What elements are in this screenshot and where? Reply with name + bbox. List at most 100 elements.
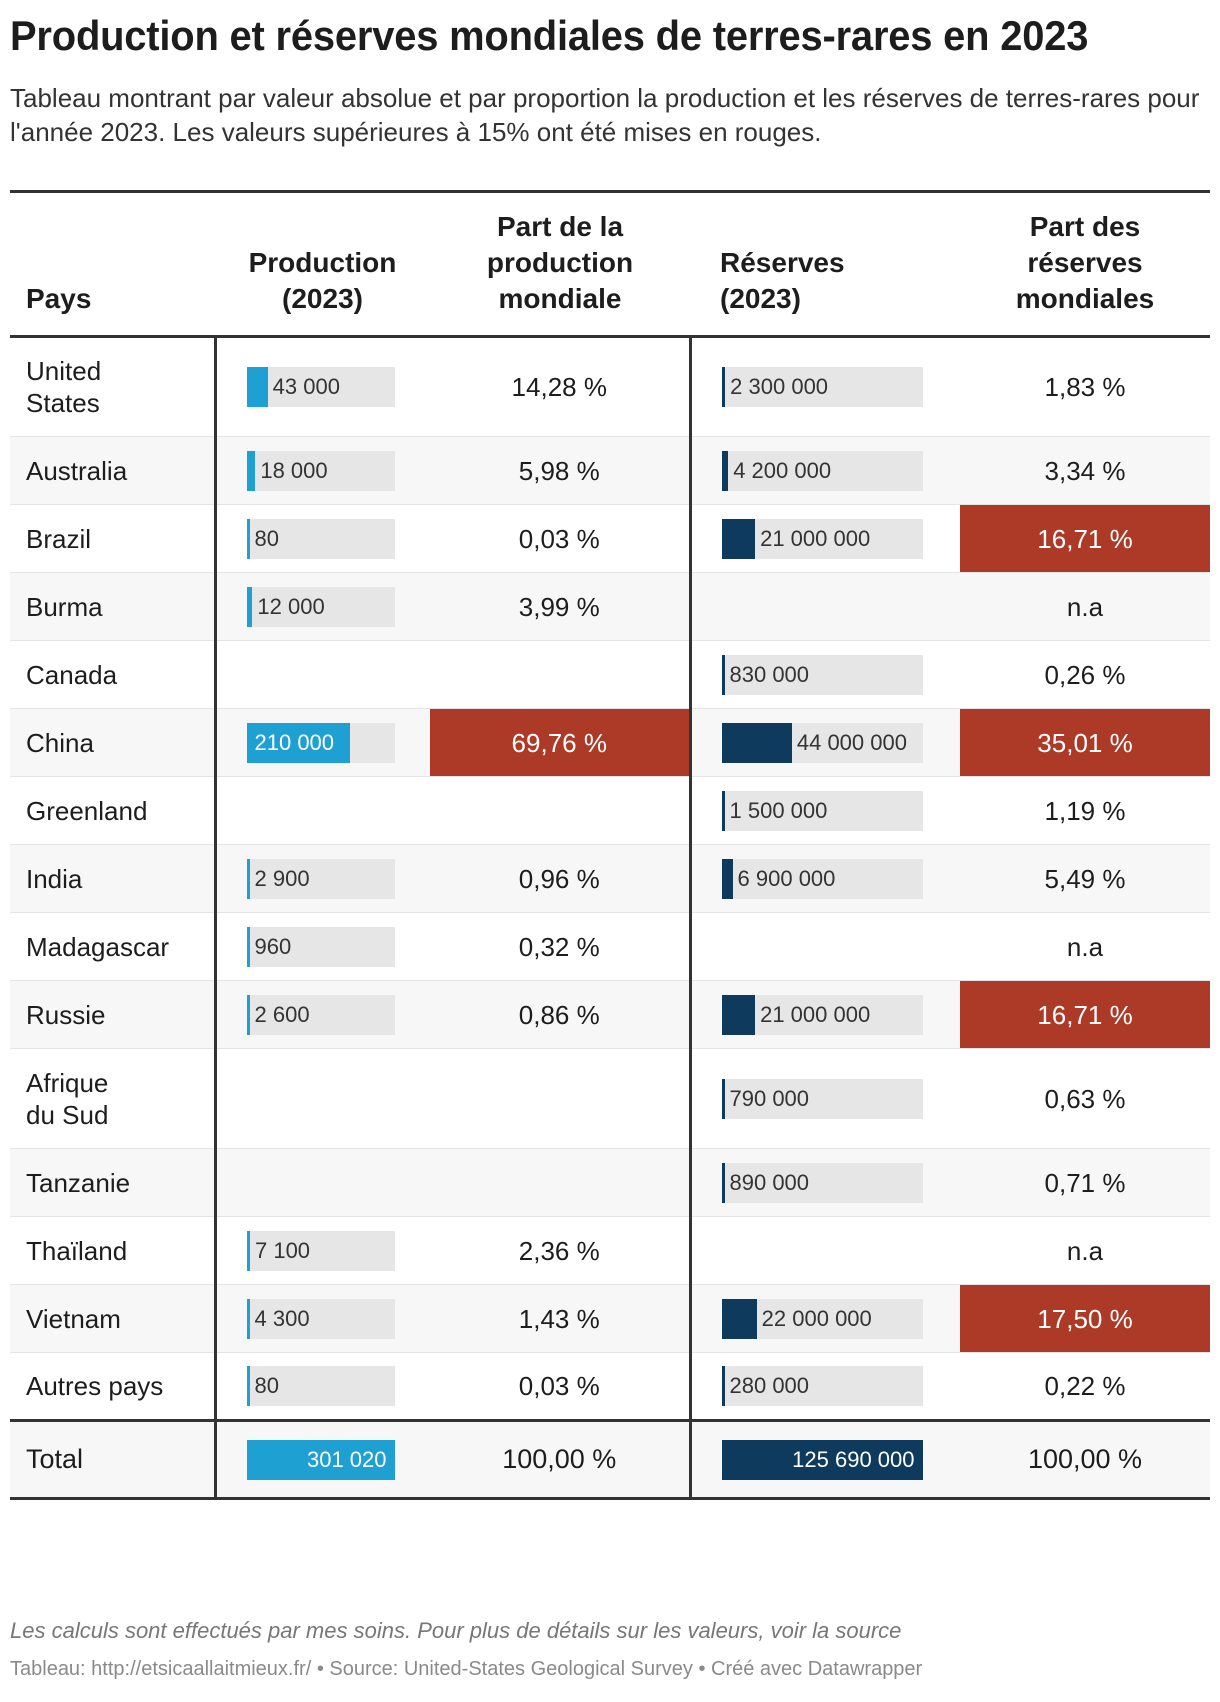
table-row: Tanzanie 890 000 0,71 %	[10, 1148, 1210, 1217]
production-value-label: 960	[254, 933, 292, 959]
production-value-label: 80	[254, 525, 279, 551]
production-cell	[213, 776, 430, 845]
reserves-bar-fill	[721, 722, 792, 763]
country-cell: United States	[10, 336, 215, 437]
country-cell: Total	[10, 1419, 215, 1500]
reserves-share-cell: 0,63 %	[960, 1048, 1210, 1149]
reserves-share-cell: 5,49 %	[960, 844, 1210, 913]
reserves-bar: 2 300 000	[721, 367, 923, 407]
table-row: Brazil 80 0,03 % 21 000 000 16,71 %	[10, 504, 1210, 573]
production-bar: 301 020	[246, 1439, 395, 1480]
reserves-share-cell: n.a	[960, 912, 1210, 981]
column-header-reserves[interactable]: Réserves (2023)	[690, 190, 960, 338]
reserves-bar: 6 900 000	[721, 858, 923, 899]
production-share-cell: 0,32 %	[430, 912, 690, 981]
production-bar-fill	[246, 367, 268, 407]
production-value-label: 12 000	[257, 593, 325, 619]
reserves-bar-fill	[721, 1366, 725, 1406]
reserves-share-cell: 1,83 %	[960, 336, 1210, 437]
country-cell: Canada	[10, 640, 215, 709]
production-value-label: 43 000	[272, 374, 340, 399]
rare-earths-table: Pays Production (2023) Part de la producti…	[10, 190, 1210, 1500]
reserves-share-cell: 0,26 %	[960, 640, 1210, 709]
country-cell: Australia	[10, 436, 215, 505]
reserves-bar: 21 000 000	[721, 518, 923, 559]
reserves-value-label: 790 000	[729, 1085, 810, 1111]
production-share-cell: 0,86 %	[430, 980, 690, 1049]
country-cell: Thaïland	[10, 1216, 215, 1285]
table-row: United States 43 000 14,28 % 2 300 000 1,83 …	[10, 336, 1210, 437]
production-bar: 80	[246, 1366, 395, 1406]
production-value-label: 210 000	[254, 729, 335, 755]
production-cell: 301 020	[213, 1419, 430, 1500]
reserves-cell: 790 000	[688, 1048, 960, 1149]
production-bar: 4 300	[246, 1298, 395, 1339]
production-bar: 2 900	[246, 858, 395, 899]
column-header-reserves-share[interactable]: Part des réserves mondiales	[960, 190, 1210, 338]
country-cell: China	[10, 708, 215, 777]
production-bar: 18 000	[246, 450, 395, 491]
column-header-pays[interactable]: Pays	[10, 190, 215, 338]
reserves-bar-fill	[721, 790, 725, 831]
production-bar-fill	[246, 722, 350, 763]
production-share-cell: 14,28 %	[430, 336, 690, 437]
table-row: Burma 12 000 3,99 % n.a	[10, 572, 1210, 641]
reserves-bar-fill	[721, 858, 733, 899]
reserves-bar-fill	[721, 1162, 725, 1203]
reserves-cell	[688, 572, 960, 641]
reserves-cell	[688, 912, 960, 981]
table-row: Madagascar 960 0,32 % n.a	[10, 912, 1210, 981]
production-bar-fill	[246, 450, 256, 491]
reserves-bar: 1 500 000	[721, 790, 923, 831]
production-cell: 960	[213, 912, 430, 981]
reserves-cell: 890 000	[688, 1148, 960, 1217]
table-row: Australia 18 000 5,98 % 4 200 000 3,34 %	[10, 436, 1210, 505]
footnote: Les calculs sont effectués par mes soins…	[10, 1618, 902, 1643]
production-value-label: 4 300	[254, 1305, 310, 1331]
reserves-share-cell: 35,01 %	[960, 708, 1210, 777]
reserves-bar-fill	[721, 367, 726, 407]
reserves-value-label: 830 000	[729, 661, 810, 687]
production-cell: 2 600	[213, 980, 430, 1049]
production-value-label: 301 020	[306, 1446, 387, 1472]
production-cell: 18 000	[213, 436, 430, 505]
reserves-cell: 21 000 000	[688, 504, 960, 573]
production-share-cell: 5,98 %	[430, 436, 690, 505]
production-share-cell: 100,00 %	[430, 1419, 690, 1500]
production-bar: 960	[246, 926, 395, 967]
chart-subtitle: Tableau montrant par valeur absolue et p…	[10, 83, 1200, 147]
country-cell: Burma	[10, 572, 215, 641]
reserves-bar-fill	[721, 1298, 757, 1339]
country-cell: Afrique du Sud	[10, 1048, 215, 1149]
reserves-cell: 22 000 000	[688, 1284, 960, 1353]
production-value-label: 7 100	[254, 1237, 311, 1263]
production-bar: 43 000	[246, 367, 395, 407]
reserves-share-cell: 100,00 %	[960, 1419, 1210, 1500]
production-share-cell: 3,99 %	[430, 572, 690, 641]
total-row: Total 301 020 100,00 % 125 690 000 100,00 %	[10, 1419, 1210, 1500]
country-cell: Brazil	[10, 504, 215, 573]
reserves-value-label: 1 500 000	[729, 797, 828, 823]
reserves-value-label: 22 000 000	[761, 1305, 872, 1331]
reserves-share-cell: 16,71 %	[960, 504, 1210, 573]
reserves-bar: 790 000	[721, 1078, 923, 1119]
table-row: Russie 2 600 0,86 % 21 000 000 16,71 %	[10, 980, 1210, 1049]
column-header-production[interactable]: Production (2023)	[215, 190, 430, 338]
production-bar: 12 000	[246, 586, 395, 627]
chart-title: Production et réserves mondiales de terr…	[10, 12, 1089, 59]
column-header-production-share[interactable]: Part de la production mondiale	[430, 190, 690, 338]
production-value-label: 80	[254, 1373, 279, 1398]
production-share-cell: 2,36 %	[430, 1216, 690, 1285]
table-header-row: Pays Production (2023) Part de la producti…	[10, 190, 1210, 338]
reserves-bar-fill	[721, 654, 725, 695]
production-share-cell: 0,96 %	[430, 844, 690, 913]
table-row: Thaïland 7 100 2,36 % n.a	[10, 1216, 1210, 1285]
reserves-value-label: 890 000	[729, 1169, 810, 1195]
country-cell: India	[10, 844, 215, 913]
reserves-bar-fill	[721, 994, 756, 1035]
reserves-share-cell: 1,19 %	[960, 776, 1210, 845]
production-cell	[213, 1148, 430, 1217]
production-cell: 7 100	[213, 1216, 430, 1285]
reserves-share-cell: 0,71 %	[960, 1148, 1210, 1217]
production-share-cell	[430, 1148, 690, 1217]
